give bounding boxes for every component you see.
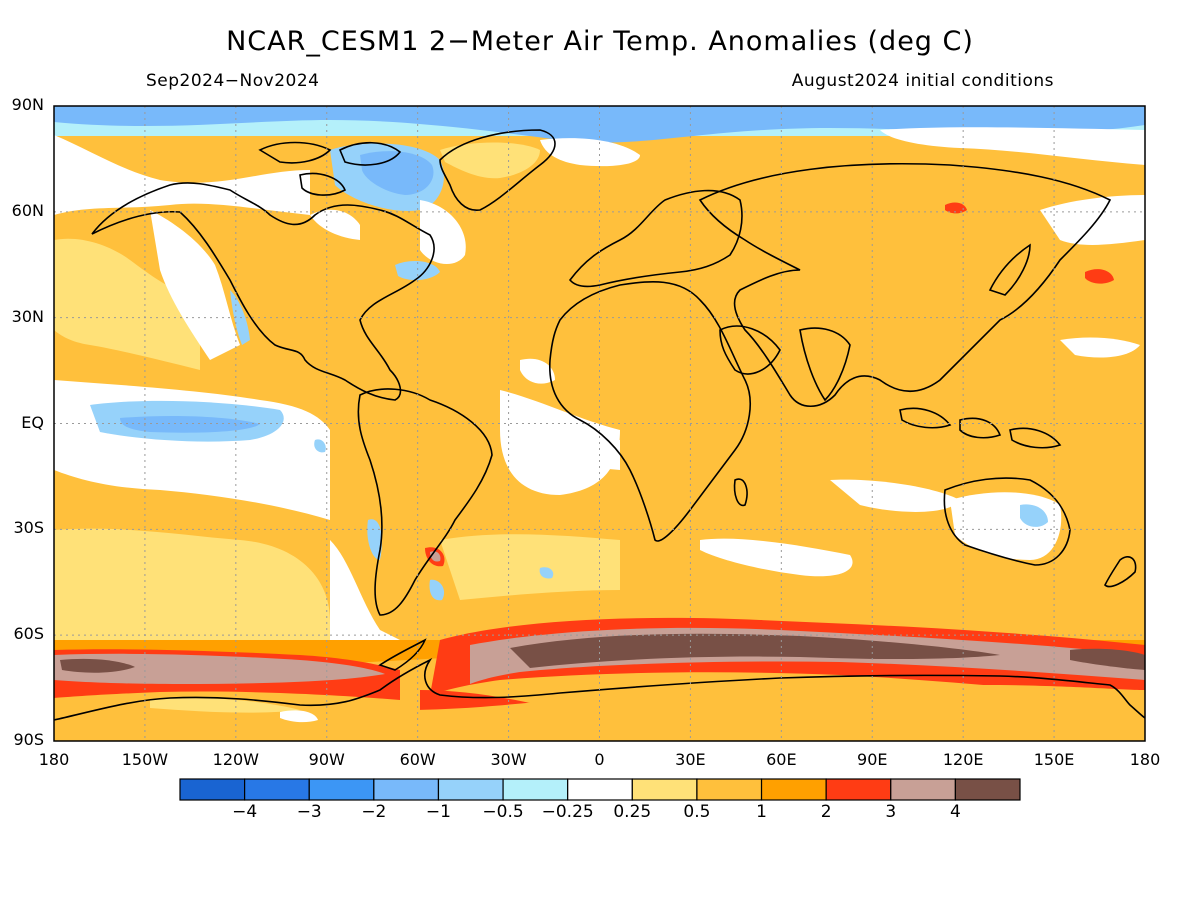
longitude-label: 90E xyxy=(857,750,888,769)
latitude-label: 60N xyxy=(11,200,44,220)
colorbar-tick-label: −1 xyxy=(425,802,451,822)
latitude-label: 90S xyxy=(13,730,44,749)
map-frame xyxy=(53,105,1146,742)
colorbar-tick-label: 2 xyxy=(820,802,832,822)
colorbar-swatch xyxy=(244,778,310,801)
colorbar-tick-label: −0.5 xyxy=(482,802,524,822)
colorbar-swatch xyxy=(825,778,892,801)
latitude-label: 60S xyxy=(13,624,44,644)
colorbar-swatch xyxy=(696,778,763,801)
colorbar-tick-label: −3 xyxy=(296,802,322,822)
gridlines xyxy=(54,106,1145,741)
longitude-label: 180 xyxy=(1129,750,1161,769)
colorbar-swatch xyxy=(954,778,1021,801)
colorbar-tick-label: 4 xyxy=(949,802,961,822)
colorbar-swatch xyxy=(179,778,246,801)
longitude-label: 60E xyxy=(766,750,797,769)
latitude-label: 30S xyxy=(13,518,44,538)
colorbar xyxy=(179,778,1021,801)
longitude-label: 180 xyxy=(38,750,70,769)
initial-conditions-label: August2024 initial conditions xyxy=(791,71,1054,91)
colorbar-swatch xyxy=(373,778,440,801)
longitude-label: 30E xyxy=(675,750,706,769)
colorbar-swatch xyxy=(308,778,375,801)
colorbar-tick-label: 1 xyxy=(756,802,767,822)
longitude-label: 30W xyxy=(490,750,527,769)
latitude-label: 90N xyxy=(11,95,44,114)
colorbar-swatch xyxy=(760,778,827,801)
colorbar-tick-label: −2 xyxy=(361,802,387,822)
longitude-label: 60W xyxy=(399,750,436,769)
colorbar-swatch xyxy=(502,778,569,801)
longitude-label: 90W xyxy=(308,750,345,769)
colorbar-swatch xyxy=(631,778,698,801)
longitude-label: 120E xyxy=(942,750,984,769)
forecast-period: Sep2024−Nov2024 xyxy=(146,71,320,91)
latitude-label: EQ xyxy=(21,412,44,432)
colorbar-swatch xyxy=(567,778,633,801)
map-title: NCAR_CESM1 2−Meter Air Temp. Anomalies (… xyxy=(226,26,974,57)
colorbar-tick-label: 0.5 xyxy=(683,802,711,822)
colorbar-swatch xyxy=(437,778,504,801)
longitude-label: 120W xyxy=(212,750,259,769)
longitude-label: 150E xyxy=(1033,750,1075,769)
colorbar-tick-label: 3 xyxy=(885,802,897,822)
longitude-label: 0 xyxy=(594,750,605,769)
latitude-label: 30N xyxy=(11,306,44,326)
colorbar-tick-label: −0.25 xyxy=(541,802,594,822)
coastlines xyxy=(54,129,1145,721)
colorbar-tick-label: −4 xyxy=(232,802,258,822)
longitude-label: 150W xyxy=(121,750,169,769)
colorbar-swatch xyxy=(890,778,956,801)
colorbar-tick-label: 0.25 xyxy=(613,802,652,822)
